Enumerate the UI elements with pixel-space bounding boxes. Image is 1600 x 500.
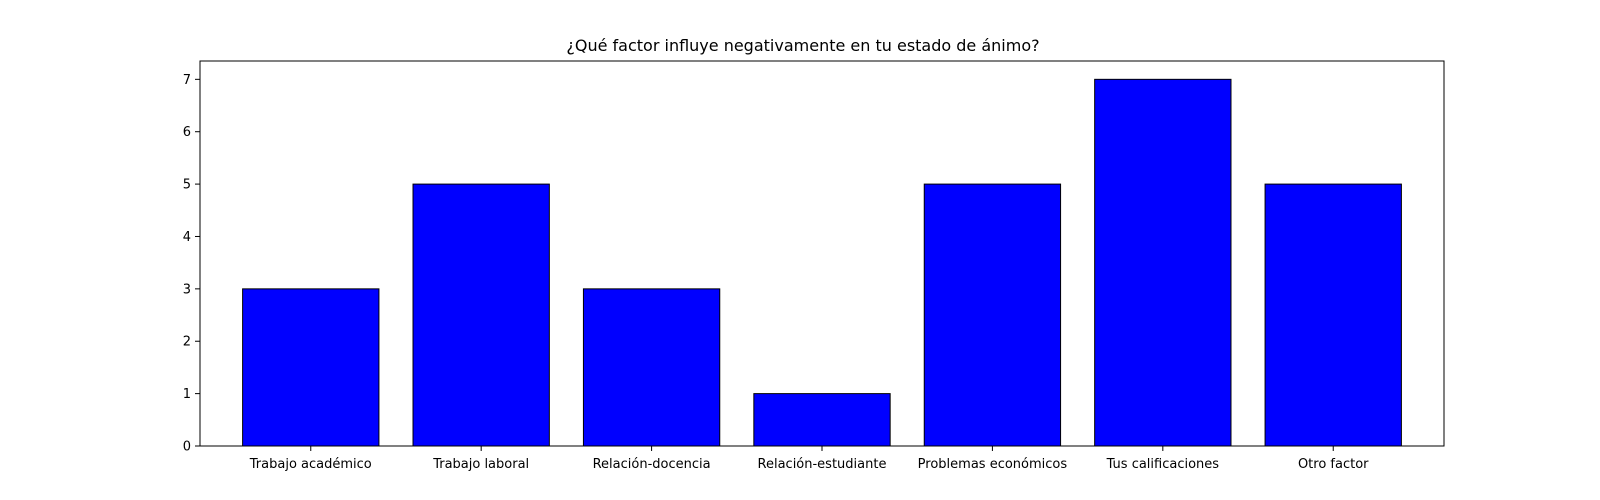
y-tick-label-7: 7 — [183, 73, 191, 88]
y-axis: 0 1 2 3 4 5 6 7 — [183, 73, 200, 455]
x-tick-label-3: Relación-estudiante — [758, 457, 887, 472]
x-tick-label-0: Trabajo académico — [249, 457, 372, 472]
bar-3 — [753, 393, 891, 447]
y-tick-label-6: 6 — [183, 125, 191, 140]
x-tick-label-1: Trabajo laboral — [432, 457, 529, 472]
bar-4 — [923, 183, 1062, 447]
y-tick-label-1: 1 — [183, 387, 191, 402]
y-tick-label-0: 0 — [183, 440, 191, 455]
bars-group — [242, 78, 1402, 447]
y-tick-label-4: 4 — [183, 230, 191, 245]
plot-area-frame — [199, 60, 1445, 447]
y-tick-label-5: 5 — [183, 178, 191, 193]
y-tick-label-3: 3 — [183, 282, 191, 297]
chart-title: ¿Qué factor influye negativamente en tu … — [566, 36, 1039, 55]
x-tick-label-2: Relación-docencia — [593, 457, 711, 472]
x-tick-label-5: Tus calificaciones — [1106, 457, 1220, 472]
x-tick-label-6: Otro factor — [1298, 457, 1369, 472]
bar-2 — [582, 288, 721, 447]
bar-1 — [412, 183, 550, 447]
x-tick-label-4: Problemas económicos — [918, 457, 1068, 472]
y-tick-label-2: 2 — [183, 335, 191, 350]
bar-5 — [1094, 78, 1232, 447]
bar-6 — [1264, 183, 1402, 447]
bar-0 — [242, 288, 380, 447]
x-axis: Trabajo académico Trabajo laboral Relación… — [249, 446, 1369, 472]
